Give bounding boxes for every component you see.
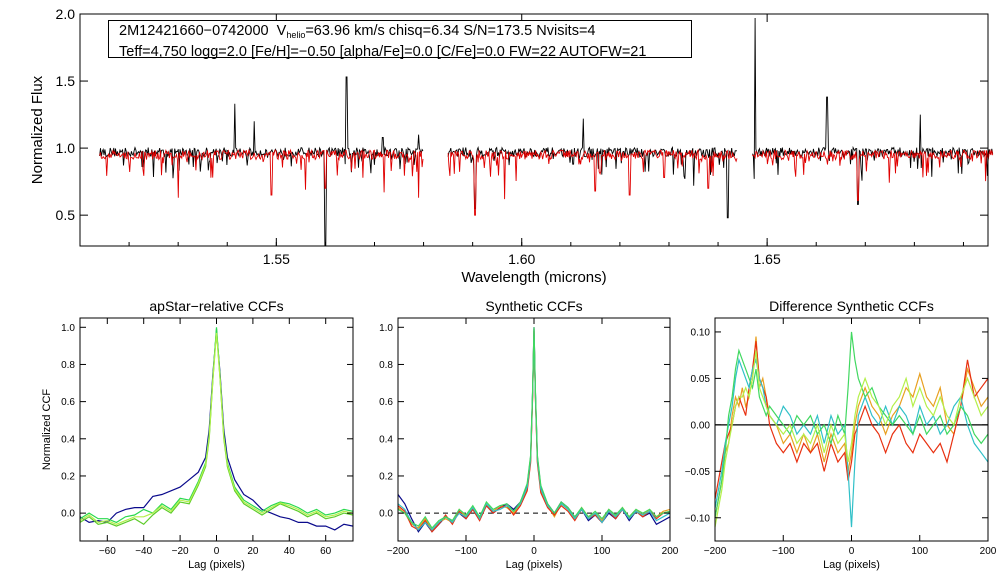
x-tick-label: −100 — [772, 546, 795, 557]
x-tick-label: 1.65 — [754, 251, 781, 267]
synthetic-ccf-series — [397, 327, 671, 533]
spectrum-observed-line — [447, 118, 737, 219]
apstar-ccf-series — [79, 327, 354, 531]
apstar_ccf-visit-1-line — [79, 329, 354, 527]
info-line-1-values: =63.96 km/s chisq=6.34 S/N=173.5 Nvisits… — [305, 23, 596, 39]
spectrum-series — [99, 17, 994, 247]
y-tick-label: 0.5 — [56, 207, 76, 223]
stellar-parameters-box: 2M12421660−0742000 Vhelio=63.96 km/s chi… — [108, 20, 692, 60]
spectrum-axes: 1.55 1.60 1.65 0.5 1.0 1.5 2.0 — [56, 6, 989, 267]
y-tick-label: −0.10 — [685, 513, 711, 524]
synthetic-ccf-axes: −200 −100 0 100 200 0.0 0.2 0.4 0.6 0.8 1.0 — [379, 317, 679, 557]
x-tick-label: −100 — [455, 546, 478, 557]
y-tick-label: 0.6 — [379, 397, 393, 408]
x-tick-label: 1.60 — [508, 251, 535, 267]
x-tick-label: 40 — [284, 546, 296, 557]
spectrum-synthetic-line — [99, 148, 424, 198]
y-tick-label: 0.2 — [61, 471, 75, 482]
x-tick-label: 100 — [911, 546, 928, 557]
apstar-ccf-panel: −60 −40 −20 0 20 40 60 0.0 0.2 0.4 0.6 0.8 1.0 apSta… — [41, 298, 354, 571]
difference-ccf-panel: −200 −100 0 100 200 −0.10 −0.05 0.00 0.05 0.10 Di… — [685, 298, 997, 571]
x-tick-label: 200 — [662, 546, 679, 557]
spectrum-observed-line — [99, 76, 424, 247]
info-line-1: 2M12421660−0742000 Vhelio=63.96 km/s chi… — [119, 23, 691, 44]
x-tick-label: 1.55 — [263, 251, 290, 267]
difference_ccf-visit-3-line — [714, 357, 989, 528]
x-tick-label: 0 — [214, 546, 220, 557]
x-tick-label: 0 — [531, 546, 537, 557]
y-tick-label: 0.2 — [379, 471, 393, 482]
y-tick-label: 0.4 — [61, 434, 75, 445]
synthetic_ccf-visit-2-line — [397, 330, 671, 533]
y-tick-label: 0.8 — [61, 360, 75, 371]
apstar-ccf-y-label: Normalized CCF — [41, 389, 53, 471]
info-line-2: Teff=4,750 logg=2.0 [Fe/H]=−0.50 [alpha/… — [119, 44, 647, 60]
spectrum-y-label: Normalized Flux — [29, 75, 46, 184]
y-tick-label: −0.05 — [685, 467, 711, 478]
y-tick-label: 0.10 — [691, 327, 711, 338]
y-tick-label: 1.5 — [56, 73, 76, 89]
difference_ccf-visit-1-line — [714, 336, 989, 518]
apstar_ccf-combined-line — [79, 330, 354, 531]
spectrum-panel: 1.55 1.60 1.65 0.5 1.0 1.5 2.0 Wavelength (mic… — [29, 6, 994, 286]
apstar_ccf-frame — [79, 317, 354, 542]
y-tick-label: 0.05 — [691, 374, 711, 385]
spectrum-x-label: Wavelength (microns) — [461, 269, 606, 286]
apstar-ccf-x-label: Lag (pixels) — [188, 559, 245, 571]
x-tick-label: 200 — [980, 546, 997, 557]
difference_ccf-visit-2-line — [714, 341, 989, 500]
y-tick-label: 0.8 — [379, 360, 393, 371]
star-id: 2M12421660−0742000 — [119, 23, 269, 39]
difference-ccf-axes: −200 −100 0 100 200 −0.10 −0.05 0.00 0.05 0.10 — [685, 317, 997, 557]
x-tick-label: −200 — [704, 546, 727, 557]
spectrum-observed-line — [752, 17, 994, 205]
synthetic-ccf-panel: −200 −100 0 100 200 0.0 0.2 0.4 0.6 0.8 1.0 Synthe… — [379, 298, 679, 571]
x-tick-label: 100 — [594, 546, 611, 557]
x-tick-label: −40 — [135, 546, 152, 557]
apstar_ccf-visit-2-line — [79, 327, 354, 524]
y-tick-label: 0.6 — [61, 397, 75, 408]
spectrum-synthetic-line — [752, 148, 994, 201]
vhelio-symbol: V — [276, 23, 287, 39]
y-tick-label: 0.0 — [61, 509, 75, 520]
spectrum-frame — [79, 13, 989, 247]
apstar_ccf-visit-3-line — [79, 332, 354, 525]
difference_ccf-visit-4-line — [714, 331, 989, 518]
x-tick-label: 0 — [849, 546, 855, 557]
x-tick-label: −20 — [172, 546, 189, 557]
apstar-ccf-axes: −60 −40 −20 0 20 40 60 0.0 0.2 0.4 0.6 0.8 1.0 — [61, 317, 354, 557]
y-tick-label: 1.0 — [379, 323, 393, 334]
y-tick-label: 1.0 — [56, 140, 76, 156]
vhelio-subscript: helio — [286, 30, 306, 40]
difference-ccf-title: Difference Synthetic CCFs — [769, 298, 934, 314]
synthetic-ccf-title: Synthetic CCFs — [485, 298, 582, 314]
synthetic_ccf-visit-4-line — [397, 327, 671, 529]
difference-ccf-x-label: Lag (pixels) — [823, 559, 880, 571]
difference-ccf-series — [714, 331, 989, 528]
synthetic-ccf-x-label: Lag (pixels) — [506, 559, 563, 571]
x-tick-label: 20 — [247, 546, 259, 557]
x-tick-label: 60 — [320, 546, 332, 557]
y-tick-label: 1.0 — [61, 323, 75, 334]
apstar-ccf-title: apStar−relative CCFs — [149, 298, 283, 314]
x-tick-label: −60 — [99, 546, 116, 557]
x-tick-label: −200 — [387, 546, 410, 557]
y-tick-label: 0.0 — [379, 509, 393, 520]
y-tick-label: 0.4 — [379, 434, 393, 445]
spectrum-synthetic-line — [447, 148, 738, 216]
difference_ccf-visit-5-line — [714, 350, 989, 528]
y-tick-label: 2.0 — [56, 6, 76, 22]
y-tick-label: 0.00 — [691, 420, 711, 431]
